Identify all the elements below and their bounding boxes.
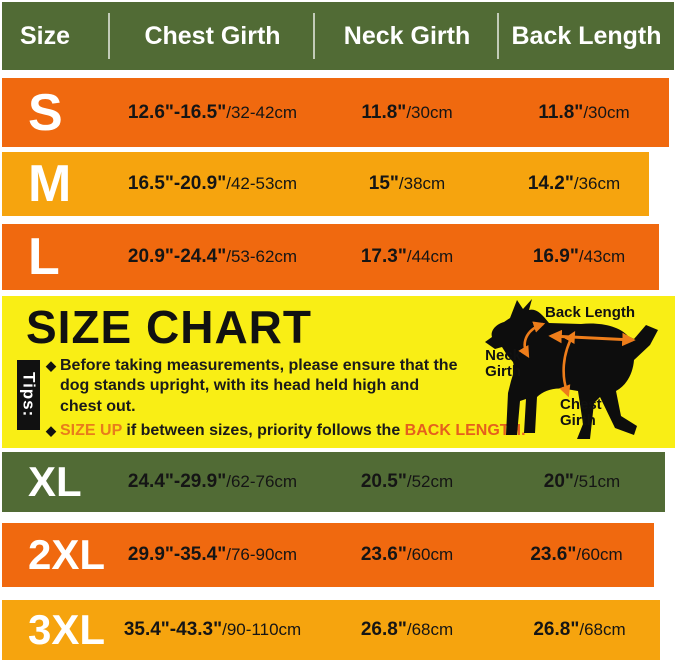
table-row-s: S 12.6"-16.5"/32-42cm 11.8"/30cm 11.8"/3… [2,78,669,147]
table-row-m: M 16.5"-20.9"/42-53cm 15"/38cm 14.2"/36c… [2,152,649,216]
table-row-l: L 20.9"-24.4"/53-62cm 17.3"/44cm 16.9"/4… [2,224,659,290]
neck-cm: /44cm [406,247,454,266]
back-length-value: 23.6"/60cm [499,544,654,566]
back-cm: /43cm [578,247,626,266]
neck-girth-value: 20.5"/52cm [315,471,499,493]
chest-cm: /32-42cm [226,102,298,122]
chest-cm: /62-76cm [226,472,298,491]
neck-inches: 17.3" [360,246,407,267]
neck-girth-value: 23.6"/60cm [315,544,499,566]
chest-girth-value: 20.9"-24.4"/53-62cm [110,246,315,268]
back-inches: 20" [543,471,574,492]
chest-girth-value: 29.9"-35.4"/76-90cm [110,544,315,566]
banner-title: SIZE CHART [26,301,312,353]
chest-girth-value: 35.4"-43.3"/90-110cm [110,619,315,641]
neck-girth-value: 17.3"/44cm [315,246,499,268]
chest-girth-diagram-label: Chest Girth [560,396,602,429]
chest-inches: 29.9"-35.4" [127,544,227,565]
back-inches: 11.8" [538,101,584,123]
neck-girth-diagram-label: Neck Girth [485,347,521,380]
back-cm: /51cm [573,472,621,491]
neck-girth-value: 26.8"/68cm [315,619,499,641]
table-row-3xl: 3XL 35.4"-43.3"/90-110cm 26.8"/68cm 26.8… [2,600,660,660]
back-inches: 14.2" [527,173,574,194]
neck-cm: /30cm [406,102,453,122]
size-label: 2XL [28,531,106,578]
tips-label: Tips: [19,372,39,418]
size-label: M [28,155,72,213]
back-inches: 16.9" [532,246,579,267]
back-inches: 26.8" [533,619,580,640]
neck-inches: 23.6" [360,544,407,565]
dog-silhouette-icon [485,299,658,439]
neck-inches: 11.8" [361,101,407,123]
chest-inches: 16.5"-20.9" [127,173,227,194]
neck-inches: 20.5" [360,471,407,492]
tip-item-1: ◆ Before taking measurements, please ens… [46,356,460,417]
back-length-value: 11.8"/30cm [499,102,669,124]
chest-inches: 20.9"-24.4" [127,246,227,267]
chest-inches: 35.4"-43.3" [123,619,223,640]
neck-cm: /38cm [398,174,446,193]
back-inches: 23.6" [530,544,577,565]
diamond-bullet-icon: ◆ [46,423,56,439]
neck-girth-arrow [518,321,546,359]
neck-cm: /52cm [406,472,454,491]
tips-bullets: ◆ Before taking measurements, please ens… [46,356,526,446]
size-label: L [28,228,60,286]
size-up-highlight: SIZE UP [60,422,122,440]
header-cell-size: Size [2,2,110,70]
chest-cm: /42-53cm [226,174,298,193]
back-cm: /60cm [576,545,623,564]
neck-inches: 15" [368,173,399,194]
header-cell-neck-girth: Neck Girth [315,2,499,70]
neck-inches: 26.8" [360,619,407,640]
neck-cm: /60cm [406,545,454,564]
tip-2-text: SIZE UP if between sizes, priority follo… [60,421,526,441]
table-header-row: Size Chest Girth Neck Girth Back Length [2,2,674,70]
chest-inches: 24.4"-29.9" [127,471,227,492]
back-length-value: 14.2"/36cm [499,173,649,195]
size-label: S [28,83,63,142]
chest-girth-arrow [559,330,576,398]
back-cm: /68cm [579,620,626,639]
back-length-value: 26.8"/68cm [499,619,660,641]
tip-1-text: Before taking measurements, please ensur… [60,357,458,415]
tip-2-middle: if between sizes, priority follows the [121,422,405,440]
back-cm: /36cm [573,174,621,193]
table-row-2xl: 2XL 29.9"-35.4"/76-90cm 23.6"/60cm 23.6"… [2,523,654,587]
dog-measurement-diagram: Back Length Neck Girth Chest Girth [457,296,675,448]
neck-girth-value: 15"/38cm [315,173,499,195]
diamond-bullet-icon: ◆ [46,358,56,373]
chest-cm: /53-62cm [226,247,298,266]
tips-box: Tips: [17,360,40,430]
chest-cm: /76-90cm [226,545,298,564]
back-length-highlight: BACK LENGTH. [404,422,526,440]
back-length-value: 20"/51cm [499,471,665,493]
back-cm: /30cm [583,102,630,122]
size-label: XL [28,458,82,505]
chest-inches: 12.6"-16.5" [127,101,227,123]
header-cell-back-length: Back Length [511,21,662,50]
chest-girth-value: 16.5"-20.9"/42-53cm [110,173,315,195]
tip-item-2: ◆ SIZE UP if between sizes, priority fol… [46,421,526,441]
header-cell-chest-girth: Chest Girth [110,2,315,70]
table-row-xl: XL 24.4"-29.9"/62-76cm 20.5"/52cm 20"/51… [2,452,665,512]
size-label: 3XL [28,606,106,653]
chest-girth-value: 12.6"-16.5"/32-42cm [110,102,315,124]
neck-cm: /68cm [406,620,454,639]
chest-girth-value: 24.4"-29.9"/62-76cm [110,471,315,493]
back-length-diagram-label: Back Length [545,304,636,321]
size-chart-banner: SIZE CHART Tips: ◆ Before taking measure… [2,296,675,448]
chest-cm: /90-110cm [222,620,302,639]
neck-girth-value: 11.8"/30cm [315,102,499,124]
back-length-value: 16.9"/43cm [499,246,659,268]
